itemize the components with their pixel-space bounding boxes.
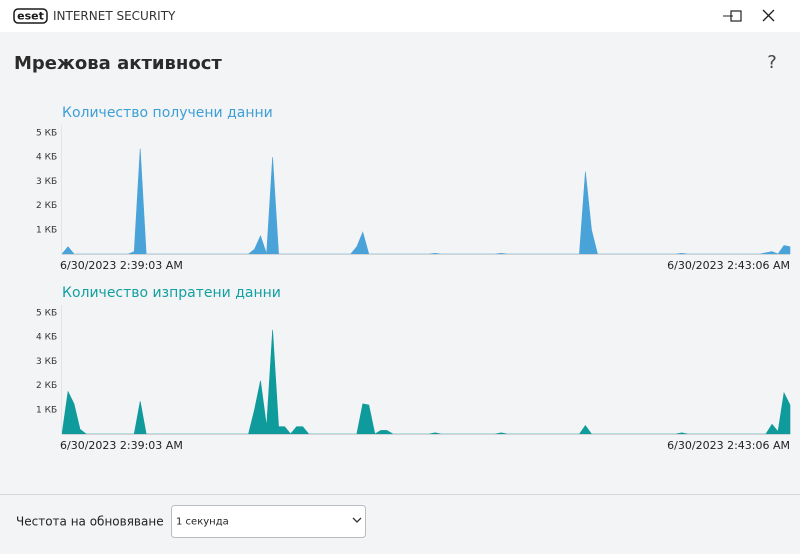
- refresh-select[interactable]: 1 секунда: [171, 505, 366, 538]
- x-tick-label: 6/30/2023 2:43:06 AM: [667, 439, 790, 452]
- maximize-button[interactable]: [730, 10, 742, 22]
- y-tick-label: 3 КБ: [36, 357, 57, 367]
- page-title: Мрежова активност: [14, 53, 222, 74]
- select-chevron: [352, 517, 362, 523]
- y-tick-label: 2 КБ: [36, 381, 57, 391]
- help-button[interactable]: ?: [767, 52, 777, 73]
- y-tick-label: 4 КБ: [36, 153, 57, 163]
- title-bar: [0, 0, 800, 32]
- y-tick-label: 1 КБ: [36, 225, 57, 235]
- product-name: INTERNET SECURITY: [53, 9, 176, 23]
- refresh-label: Честота на обновяване: [16, 515, 164, 529]
- area: [61, 148, 791, 255]
- area: [61, 329, 791, 435]
- x-tick-label: 6/30/2023 2:39:03 AM: [60, 259, 183, 272]
- logo-frame: [13, 8, 48, 24]
- logo: eset: [17, 10, 44, 23]
- y-tick-label: 2 КБ: [36, 201, 57, 211]
- y-tick-label: 5 КБ: [36, 129, 57, 139]
- y-tick-label: 1 КБ: [36, 405, 57, 415]
- x-tick-label: 6/30/2023 2:39:03 AM: [60, 439, 183, 452]
- select-value: 1 секунда: [176, 517, 229, 528]
- x-tick-label: 6/30/2023 2:43:06 AM: [667, 259, 790, 272]
- y-tick-label: 3 КБ: [36, 177, 57, 187]
- chart-title: Количество изпратени данни: [62, 285, 281, 301]
- y-tick-label: 5 КБ: [36, 309, 57, 319]
- close-button[interactable]: [762, 9, 775, 22]
- y-tick-label: 4 КБ: [36, 333, 57, 343]
- chart-title: Количество получени данни: [62, 105, 273, 121]
